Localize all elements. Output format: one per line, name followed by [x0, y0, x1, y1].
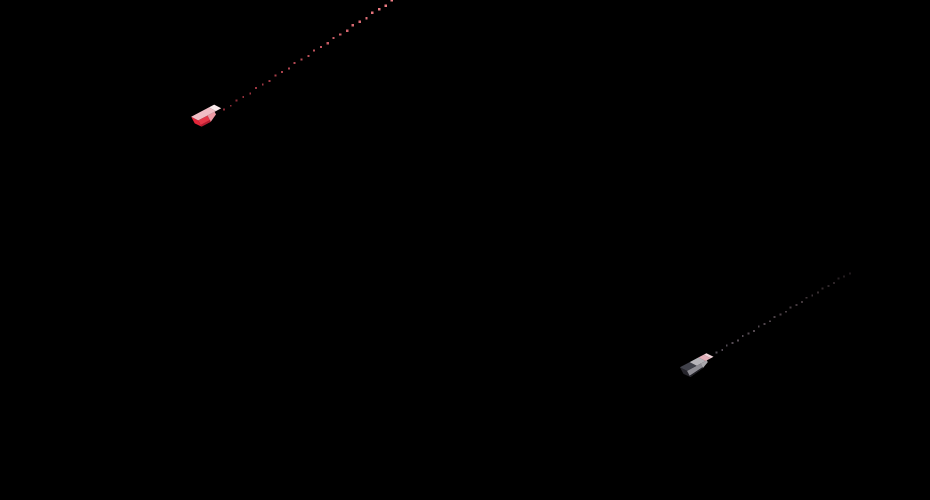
trail-dot	[281, 71, 284, 73]
trail-dot	[789, 306, 792, 309]
red-ship-trail	[223, 0, 393, 111]
gray-ship-side-rear	[700, 360, 708, 368]
red-ship-top-tip	[208, 104, 222, 112]
gray-ship-side	[687, 363, 703, 377]
trail-dot	[795, 303, 798, 306]
gray-ship-top-mid	[689, 357, 706, 366]
trail-dot	[827, 284, 830, 287]
trail-dot	[346, 29, 349, 32]
gray-ship-bottom-edge	[689, 367, 703, 377]
trail-dot	[235, 99, 238, 102]
trail-dot	[785, 310, 787, 313]
trail-dot	[747, 332, 750, 335]
trail-dot	[741, 335, 744, 337]
trail-dot	[801, 301, 803, 304]
trail-dot	[390, 0, 393, 2]
trail-dot	[763, 323, 766, 325]
trail-dot	[288, 67, 290, 70]
trail-dot	[816, 291, 819, 294]
trail-dot	[351, 24, 354, 27]
red-ship-side-rear	[207, 111, 216, 122]
trail-dot	[773, 316, 776, 318]
trail-dot	[230, 105, 232, 107]
trail-dot	[753, 329, 756, 332]
trail-dot	[721, 349, 724, 351]
trail-dot	[757, 325, 760, 328]
trail-dot	[307, 54, 310, 57]
trail-dot	[326, 42, 329, 45]
trail-dot	[261, 83, 264, 86]
gray-ship-top-tip	[703, 353, 714, 359]
red-ship-top-face	[191, 107, 216, 121]
red-ship-side-front	[198, 115, 211, 127]
trail-dot	[715, 351, 718, 354]
gray-ship-front-cap	[679, 367, 691, 377]
trail-dot	[358, 20, 361, 24]
red-ship-bottom-edge	[200, 119, 211, 127]
gray-ship-top-front	[679, 362, 697, 371]
trail-dot	[332, 36, 335, 40]
trail-dot	[384, 4, 388, 7]
trail-dot	[779, 313, 782, 316]
gray-ship[interactable]	[679, 353, 714, 377]
trail-dot	[268, 79, 271, 82]
gray-ship-trail	[715, 272, 851, 354]
trail-dot	[737, 339, 739, 342]
trail-dot	[811, 294, 814, 297]
trail-dot	[339, 33, 342, 36]
trail-dot	[313, 49, 316, 52]
trail-dot	[377, 8, 381, 11]
trail-dot	[365, 17, 368, 20]
trail-dot	[725, 344, 728, 347]
trail-dot	[319, 45, 323, 49]
trail-dot	[731, 342, 734, 344]
trail-dot	[848, 272, 851, 275]
trail-dot	[837, 277, 840, 280]
trail-dot	[274, 74, 277, 77]
trail-dot	[805, 296, 808, 299]
trail-dot	[293, 62, 296, 64]
trail-dot	[300, 58, 303, 61]
trail-dot	[832, 282, 835, 285]
trail-dot	[769, 320, 771, 323]
trail-dot	[255, 87, 257, 89]
gray-ship-top-rear	[698, 354, 711, 361]
trail-dot	[371, 11, 374, 15]
trail-dot	[242, 96, 245, 98]
trail-dot	[821, 287, 824, 290]
trail-dot	[223, 108, 225, 111]
red-ship[interactable]	[191, 104, 222, 127]
trail-dot	[249, 92, 252, 95]
trail-dot	[843, 275, 846, 278]
red-ship-front-cap	[191, 116, 202, 127]
